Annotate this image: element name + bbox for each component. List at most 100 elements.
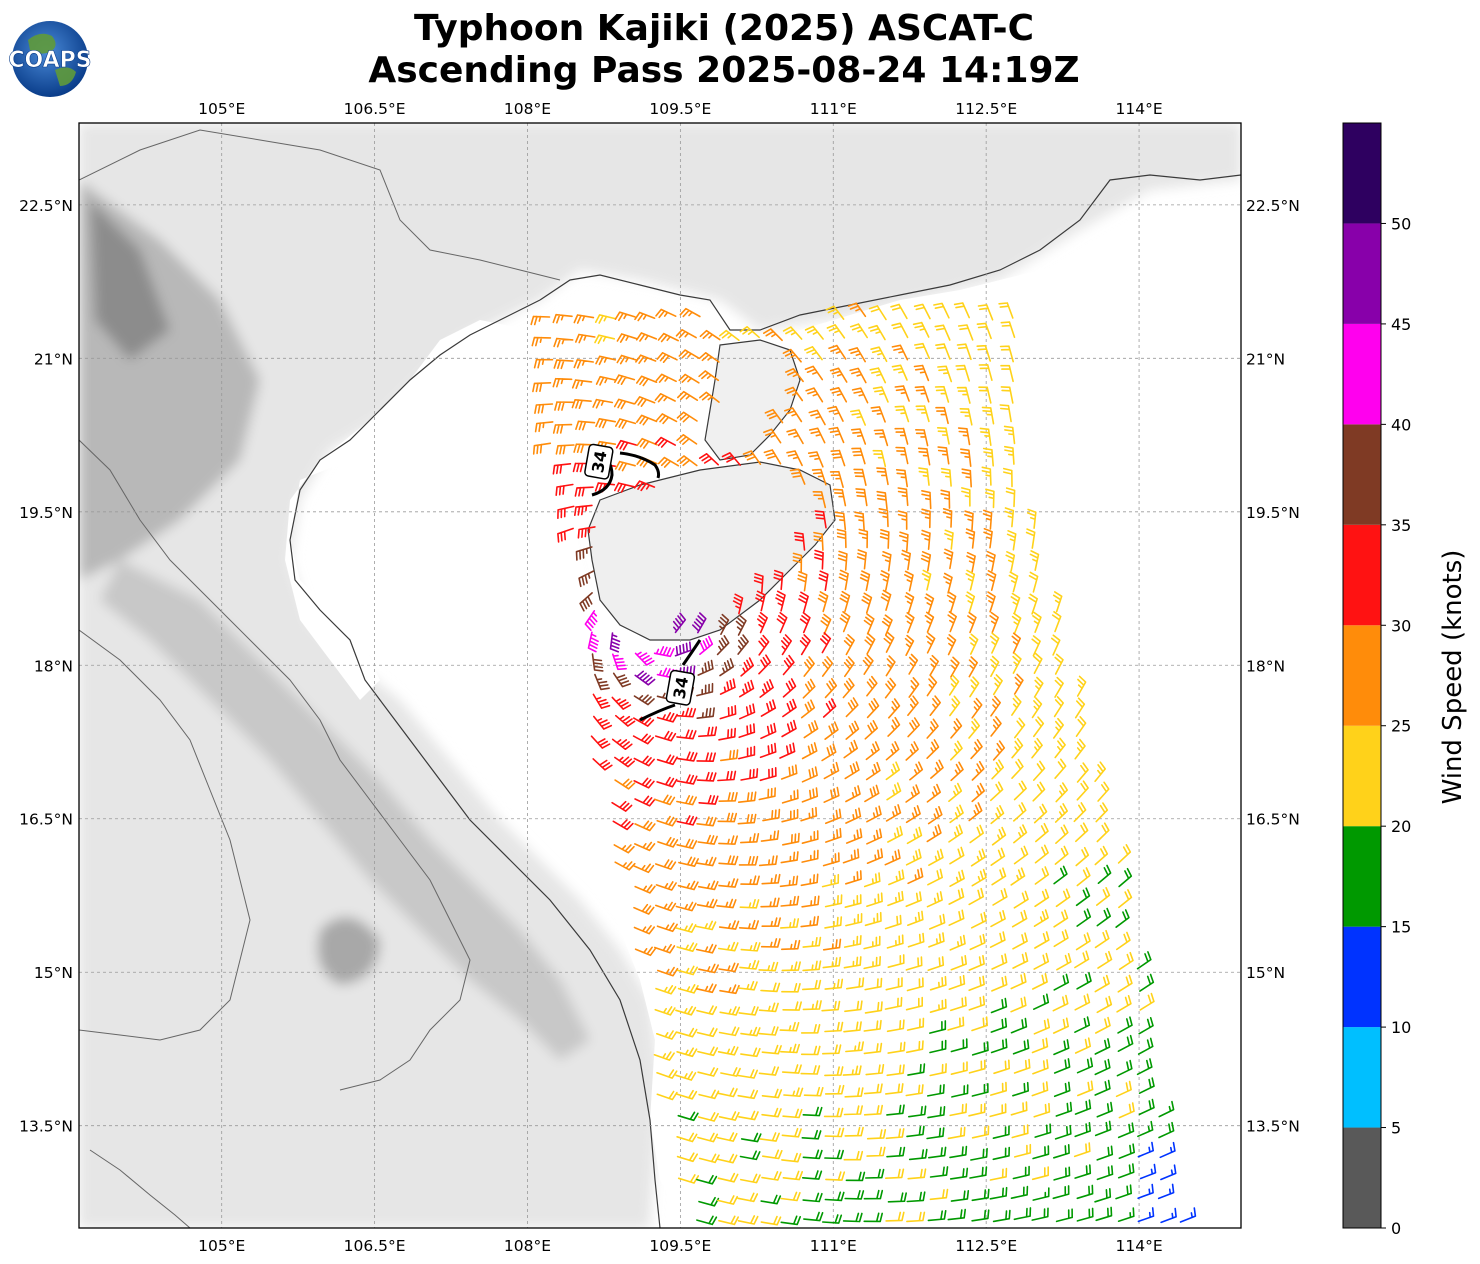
wind-barb (1116, 995, 1132, 1013)
wind-barb (891, 322, 909, 339)
wind-barb (739, 959, 760, 970)
wind-barb (964, 510, 974, 531)
wind-barb (1052, 994, 1069, 1012)
wind-barb (717, 812, 738, 823)
wind-barb (901, 549, 911, 571)
wind-barb (842, 1065, 862, 1076)
wind-barb (1005, 487, 1016, 508)
wind-barb (801, 766, 818, 783)
wind-barb (1035, 822, 1049, 843)
wind-barb (1117, 1122, 1135, 1139)
wind-barb (957, 427, 971, 446)
ocean (285, 200, 1241, 1228)
colorbar-tick-label: 0 (1391, 1219, 1401, 1238)
wind-barb (739, 703, 756, 720)
wind-barb (633, 903, 655, 915)
wind-barb (858, 528, 869, 549)
wind-barb (849, 367, 867, 384)
wind-barb (794, 531, 806, 551)
wind-barb (926, 675, 938, 697)
wind-barb (784, 386, 804, 402)
wind-barb (876, 490, 888, 510)
wind-barb (779, 875, 799, 888)
wind-barb (755, 590, 766, 612)
wind-barb (929, 998, 947, 1013)
wind-barb (885, 1128, 905, 1140)
wind-barb (717, 1045, 739, 1056)
wind-barb (740, 1132, 762, 1143)
coastline-vietnam (289, 299, 661, 1228)
wind-barb (948, 674, 960, 696)
wind-barb (866, 675, 878, 697)
wind-barb (636, 375, 658, 387)
wind-barb (676, 838, 698, 850)
wind-barb (864, 720, 878, 740)
wind-barb (611, 696, 632, 710)
wind-barb (1004, 507, 1015, 528)
wind-barb (950, 955, 967, 971)
wind-barb (1031, 697, 1043, 719)
wind-barb (740, 875, 760, 886)
wind-barb (613, 844, 635, 854)
wind-barb (739, 679, 755, 698)
wind-barb (906, 1211, 926, 1223)
wind-barb (969, 633, 979, 655)
wind-barb (763, 449, 782, 465)
wind-barb (676, 1047, 698, 1058)
wind-barb (885, 804, 902, 822)
wind-barb (656, 352, 678, 363)
lon-tick-label-bottom: 106.5°E (344, 1237, 406, 1255)
wind-barb (1010, 867, 1026, 886)
wind-barb (587, 631, 599, 653)
wind-barb (908, 677, 920, 698)
wind-barb (990, 716, 1002, 737)
wind-barb (801, 895, 820, 908)
wind-barb (789, 468, 806, 485)
wind-barb (886, 1146, 906, 1158)
wind-barb (1094, 1079, 1111, 1096)
wind-barb (1034, 888, 1050, 908)
wind-barb (656, 1090, 678, 1101)
wind-barb (899, 531, 909, 552)
wind-barb (575, 420, 596, 431)
wind-barb (531, 336, 552, 347)
wind-barb (614, 311, 636, 322)
wind-barb (926, 891, 943, 908)
wind-barb (612, 672, 632, 688)
colorbar-label: Wind Speed (knots) (1438, 550, 1468, 805)
wind-barb (1096, 995, 1113, 1014)
wind-barb (949, 1103, 968, 1117)
wind-barb (1032, 1059, 1049, 1075)
wind-barb (758, 1066, 780, 1076)
wind-barb (948, 888, 965, 905)
wind-barb (926, 1127, 945, 1140)
wind-barb (884, 914, 902, 930)
wind-barb (844, 761, 860, 780)
border-laos-thailand (79, 629, 251, 1041)
wind-barb (674, 641, 692, 657)
wind-barb (821, 873, 840, 888)
wind-barb (927, 956, 945, 971)
wind-barb (1013, 802, 1027, 822)
wind-barb (864, 633, 876, 655)
wind-barb (914, 385, 930, 403)
wind-barb (781, 939, 801, 951)
wind-barb (740, 768, 759, 781)
wind-barb (814, 549, 824, 570)
wind-barb (926, 783, 941, 803)
wind-barb (891, 364, 908, 381)
wind-barb (965, 591, 976, 613)
wind-barb (993, 1059, 1010, 1075)
wind-barb (992, 674, 1003, 696)
wind-barb (698, 880, 719, 891)
wind-barb (969, 676, 980, 698)
wind-barb (873, 429, 889, 447)
wind-barb (990, 805, 1005, 825)
wind-barb (1075, 887, 1091, 907)
colorbar: 0 5 10 15 20 25 30 35 40 45 50 (1342, 122, 1411, 1238)
wind-barb (737, 813, 757, 825)
wind-barb (1033, 760, 1046, 781)
wind-barb (886, 782, 902, 801)
colorbar-bin (1343, 826, 1381, 927)
wind-barb (968, 995, 986, 1011)
